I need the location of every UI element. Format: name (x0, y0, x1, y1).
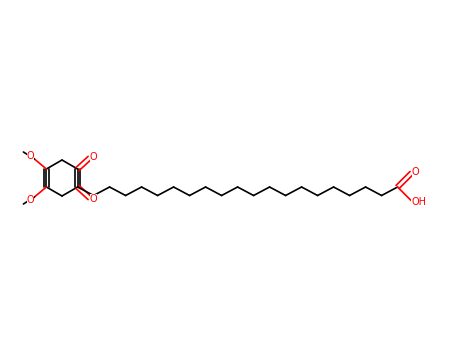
Text: OH: OH (411, 197, 426, 207)
Text: O: O (90, 152, 97, 162)
Text: O: O (412, 167, 420, 177)
Text: O: O (90, 194, 97, 204)
Text: O: O (26, 151, 34, 161)
Text: O: O (26, 195, 34, 205)
